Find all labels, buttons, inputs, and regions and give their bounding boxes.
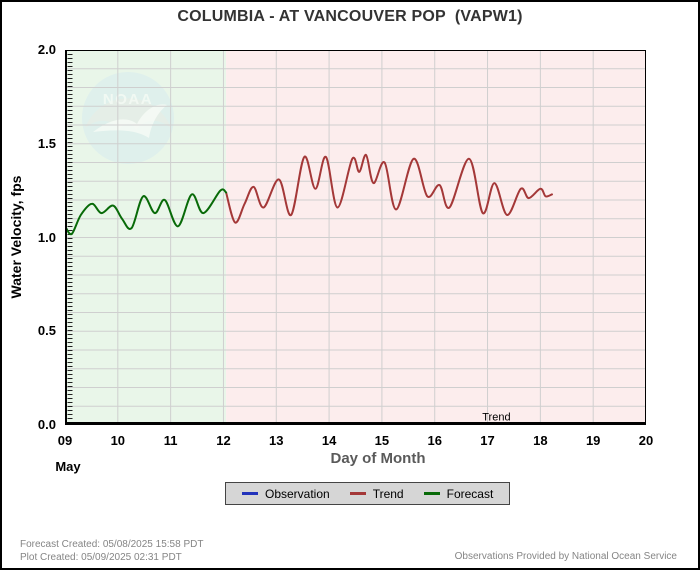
noaa-logo-watermark: NOAA	[82, 72, 174, 164]
month-label: May	[55, 459, 81, 474]
legend-swatch-forecast	[423, 492, 440, 495]
plot-created-text: Plot Created: 05/09/2025 02:31 PDT	[20, 552, 182, 563]
x-tick-label: 14	[321, 433, 337, 448]
x-tick-label: 20	[638, 433, 654, 448]
y-tick-label: 1.0	[37, 229, 56, 245]
x-tick-label: 12	[216, 433, 231, 448]
forecast-created-text: Forecast Created: 05/08/2025 15:58 PDT	[20, 539, 204, 550]
footer-created-info: Forecast Created: 05/08/2025 15:58 PDT P…	[20, 538, 203, 564]
plot-area: NOAA Trend	[65, 50, 646, 425]
series-line-trend	[225, 153, 553, 224]
legend-swatch-observation	[242, 492, 258, 495]
legend-item-trend: Trend	[349, 486, 404, 501]
legend-label-observation: Observation	[265, 486, 330, 501]
x-tick-label: 10	[110, 433, 126, 448]
noaa-logo-text: NOAA	[103, 91, 153, 108]
y-tick-label: 0.5	[37, 323, 56, 339]
legend-label-trend: Trend	[372, 486, 404, 501]
page-title: COLUMBIA - AT VANCOUVER POP (VAPW1)	[177, 8, 523, 25]
x-tick-label: 15	[374, 433, 390, 448]
x-tick-label: 09	[57, 433, 73, 448]
legend-label-forecast: Forecast	[446, 486, 494, 501]
footer-provider-text: Observations Provided by National Ocean …	[454, 551, 677, 562]
y-tick-label: 2.0	[37, 42, 56, 57]
y-tick-label: 0.0	[37, 417, 56, 432]
x-tick-label: 17	[480, 433, 495, 448]
x-tick-label: 11	[163, 433, 178, 448]
x-axis-title: Day of Month	[330, 450, 426, 467]
x-tick-label: 18	[533, 433, 548, 448]
series-line-forecast	[65, 188, 228, 236]
legend-item-forecast: Forecast	[423, 486, 494, 501]
x-tick-label: 16	[427, 433, 442, 448]
x-tick-label: 19	[585, 433, 601, 448]
legend-swatch-trend	[349, 492, 366, 495]
legend-item-observation: Observation	[242, 487, 330, 501]
legend: Observation Trend Forecast	[225, 482, 511, 505]
trend-annotation: Trend	[482, 411, 510, 423]
y-tick-label: 1.5	[37, 135, 56, 151]
x-tick-label: 13	[269, 433, 284, 448]
